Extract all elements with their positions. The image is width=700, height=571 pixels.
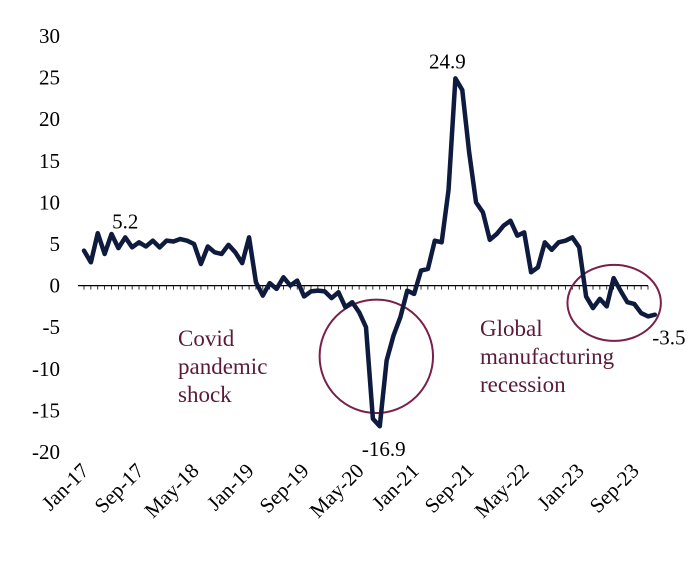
y-tick-label: 0 [50, 274, 61, 298]
highlight-circles [318, 263, 662, 415]
y-tick-label: -15 [32, 398, 60, 422]
annotation-text: shock [178, 382, 232, 407]
y-tick-label: 15 [39, 149, 60, 173]
data-labels: 5.2 24.9 -16.9 -3.5 [112, 49, 685, 461]
x-tick-label: Jan-19 [202, 459, 259, 516]
x-tick-label: Sep-17 [90, 459, 149, 518]
x-tick-label: Sep-23 [585, 459, 644, 518]
x-tick-labels: Jan-17Sep-17May-18Jan-19Sep-19May-20Jan-… [37, 459, 644, 523]
data-label: 5.2 [112, 209, 138, 233]
data-label: 24.9 [429, 49, 466, 73]
annotation-text: Covid [178, 326, 235, 351]
x-tick-label: May-20 [305, 459, 369, 523]
y-tick-label: -10 [32, 357, 60, 381]
y-tick-label: 10 [39, 190, 60, 214]
y-tick-label: 25 [39, 66, 60, 90]
y-tick-label: -20 [32, 440, 60, 464]
annotation-text: recession [480, 372, 566, 397]
x-tick-label: May-22 [470, 459, 534, 523]
x-tick-label: Jan-17 [37, 459, 94, 516]
series-line [81, 76, 658, 429]
y-tick-labels: 30 25 20 15 10 5 0 -5 -10 -15 -20 [32, 24, 60, 464]
y-tick-label: 30 [39, 24, 60, 48]
annotation-text: pandemic [178, 354, 267, 379]
y-tick-label: 20 [39, 107, 60, 131]
y-tick-label: -5 [43, 315, 61, 339]
axes [78, 285, 649, 290]
series-layer [81, 76, 658, 429]
annotation-text: Global [480, 316, 543, 341]
annotation-text: manufacturing [480, 344, 615, 369]
y-tick-label: 5 [50, 232, 61, 256]
x-tick-label: May-18 [140, 459, 204, 523]
annotations: Covid pandemic shock Global manufacturing rec… [178, 316, 615, 407]
x-tick-label: Jan-23 [532, 459, 589, 516]
x-tick-label: Sep-19 [255, 459, 314, 518]
x-tick-label: Sep-21 [420, 459, 479, 518]
x-tick-label: Jan-21 [367, 459, 424, 516]
covid-highlight-ellipse [318, 298, 435, 415]
recession-highlight-ellipse [566, 263, 662, 342]
data-label: -3.5 [652, 326, 685, 350]
data-label: -16.9 [362, 437, 406, 461]
